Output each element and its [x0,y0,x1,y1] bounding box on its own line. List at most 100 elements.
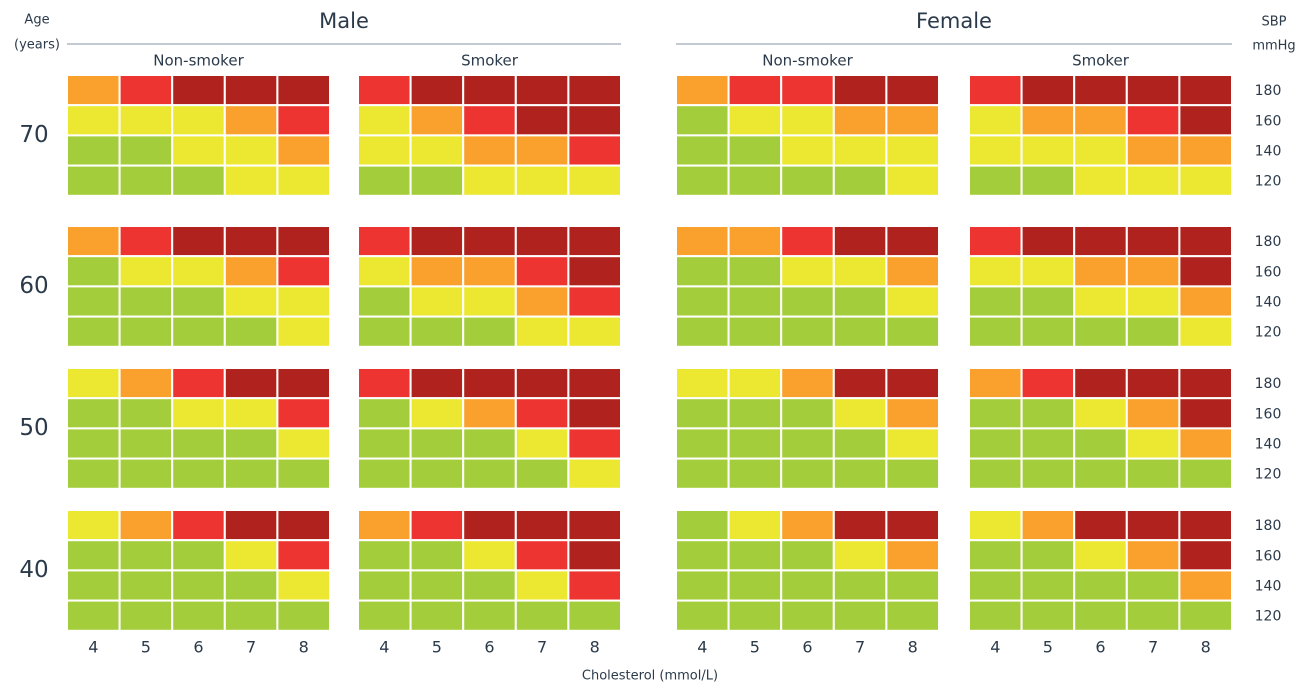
risk-cell [276,539,331,572]
sbp-label: 140 [1255,295,1282,311]
risk-cell [1178,225,1234,258]
risk-cell [727,134,783,167]
risk-cell [968,427,1023,460]
risk-cell [780,164,835,197]
risk-cell [1020,367,1076,400]
risk-cell [1178,539,1234,572]
x-tick-label: 8 [1201,638,1211,657]
risk-cell [832,599,888,632]
risk-cell [409,74,465,107]
sbp-label: 160 [1255,113,1282,129]
x-tick-label: 8 [299,638,309,657]
risk-cell [885,397,941,430]
risk-cell [727,104,783,137]
risk-cell [968,569,1023,602]
risk-cell [567,134,623,167]
risk-cell [223,164,279,197]
risk-cell [1178,74,1234,107]
risk-cell [66,367,121,400]
sbp-label: 160 [1255,548,1282,564]
risk-cell [223,104,279,137]
risk-cell [462,315,517,348]
risk-cell [462,569,517,602]
risk-cell [223,315,279,348]
risk-cell [832,397,888,430]
risk-cell [276,285,331,318]
risk-cell [1073,164,1128,197]
risk-cell [1020,255,1076,288]
x-tick-label: 6 [1095,638,1105,657]
risk-cell [780,569,835,602]
risk-cell [118,164,174,197]
risk-cell [885,285,941,318]
risk-cell [1020,134,1076,167]
risk-cell [171,509,226,542]
risk-cell [968,225,1023,258]
risk-cell [223,427,279,460]
risk-cell [171,457,226,490]
risk-cell [357,427,412,460]
x-tick-label: 7 [246,638,256,657]
risk-cell [66,539,121,572]
risk-cell [567,599,623,632]
risk-cell [276,164,331,197]
risk-cell [118,225,174,258]
risk-cell [968,285,1023,318]
risk-cell [276,569,331,602]
risk-cell [1125,457,1181,490]
risk-cell [675,427,730,460]
risk-cell [357,134,412,167]
risk-cell [1073,569,1128,602]
risk-cell [832,104,888,137]
risk-cell [727,397,783,430]
risk-cell [1073,255,1128,288]
risk-cell [675,104,730,137]
risk-cell [832,164,888,197]
risk-cell [357,367,412,400]
risk-cell [675,367,730,400]
risk-cell [1125,367,1181,400]
risk-cell [727,315,783,348]
risk-cell [1125,397,1181,430]
x-tick-label: 5 [1043,638,1053,657]
risk-cell [1178,569,1234,602]
risk-cell [832,74,888,107]
risk-cell [66,134,121,167]
x-tick-label: 4 [88,638,98,657]
risk-cell [1178,509,1234,542]
x-tick-label: 8 [590,638,600,657]
x-tick-label: 8 [908,638,918,657]
risk-cell [514,397,570,430]
risk-cell [1073,599,1128,632]
age-unit: (years) [14,38,60,53]
risk-cell [1020,164,1076,197]
risk-cell [1125,134,1181,167]
risk-cell [118,427,174,460]
risk-cell [66,397,121,430]
risk-cell [409,255,465,288]
risk-cell [885,509,941,542]
risk-cell [885,569,941,602]
risk-cell [780,539,835,572]
risk-cell [675,164,730,197]
risk-cell [1125,539,1181,572]
risk-cell [1178,164,1234,197]
risk-cell [276,315,331,348]
risk-cell [409,509,465,542]
risk-cell [118,255,174,288]
risk-cell [1178,599,1234,632]
risk-cell [462,509,517,542]
risk-cell [832,509,888,542]
risk-cell [357,509,412,542]
risk-cell [514,599,570,632]
risk-cell [514,315,570,348]
risk-cell [675,285,730,318]
risk-cell [675,457,730,490]
risk-cell [118,134,174,167]
risk-cell [118,397,174,430]
risk-cell [1020,225,1076,258]
risk-cell [118,569,174,602]
risk-cell [409,427,465,460]
risk-cell [66,225,121,258]
risk-cell [66,315,121,348]
